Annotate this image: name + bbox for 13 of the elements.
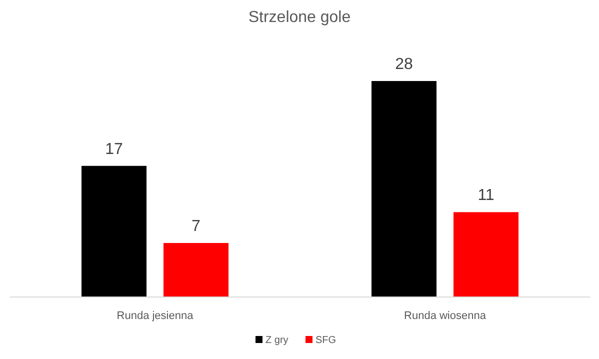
data-label: 17: [105, 140, 123, 158]
data-label: 28: [395, 56, 413, 74]
bar: [372, 81, 436, 297]
bar: [164, 243, 228, 297]
x-tick-label: Runda jesienna: [116, 310, 194, 322]
chart-title: Strzelone gole: [248, 9, 351, 26]
data-label: 11: [478, 187, 494, 204]
legend-label: SFG: [316, 335, 336, 346]
bar: [82, 166, 146, 297]
data-label: 7: [192, 218, 201, 236]
legend-label: Z gry: [266, 335, 288, 346]
bar: [454, 212, 518, 297]
x-tick-label: Runda wiosenna: [404, 310, 487, 322]
